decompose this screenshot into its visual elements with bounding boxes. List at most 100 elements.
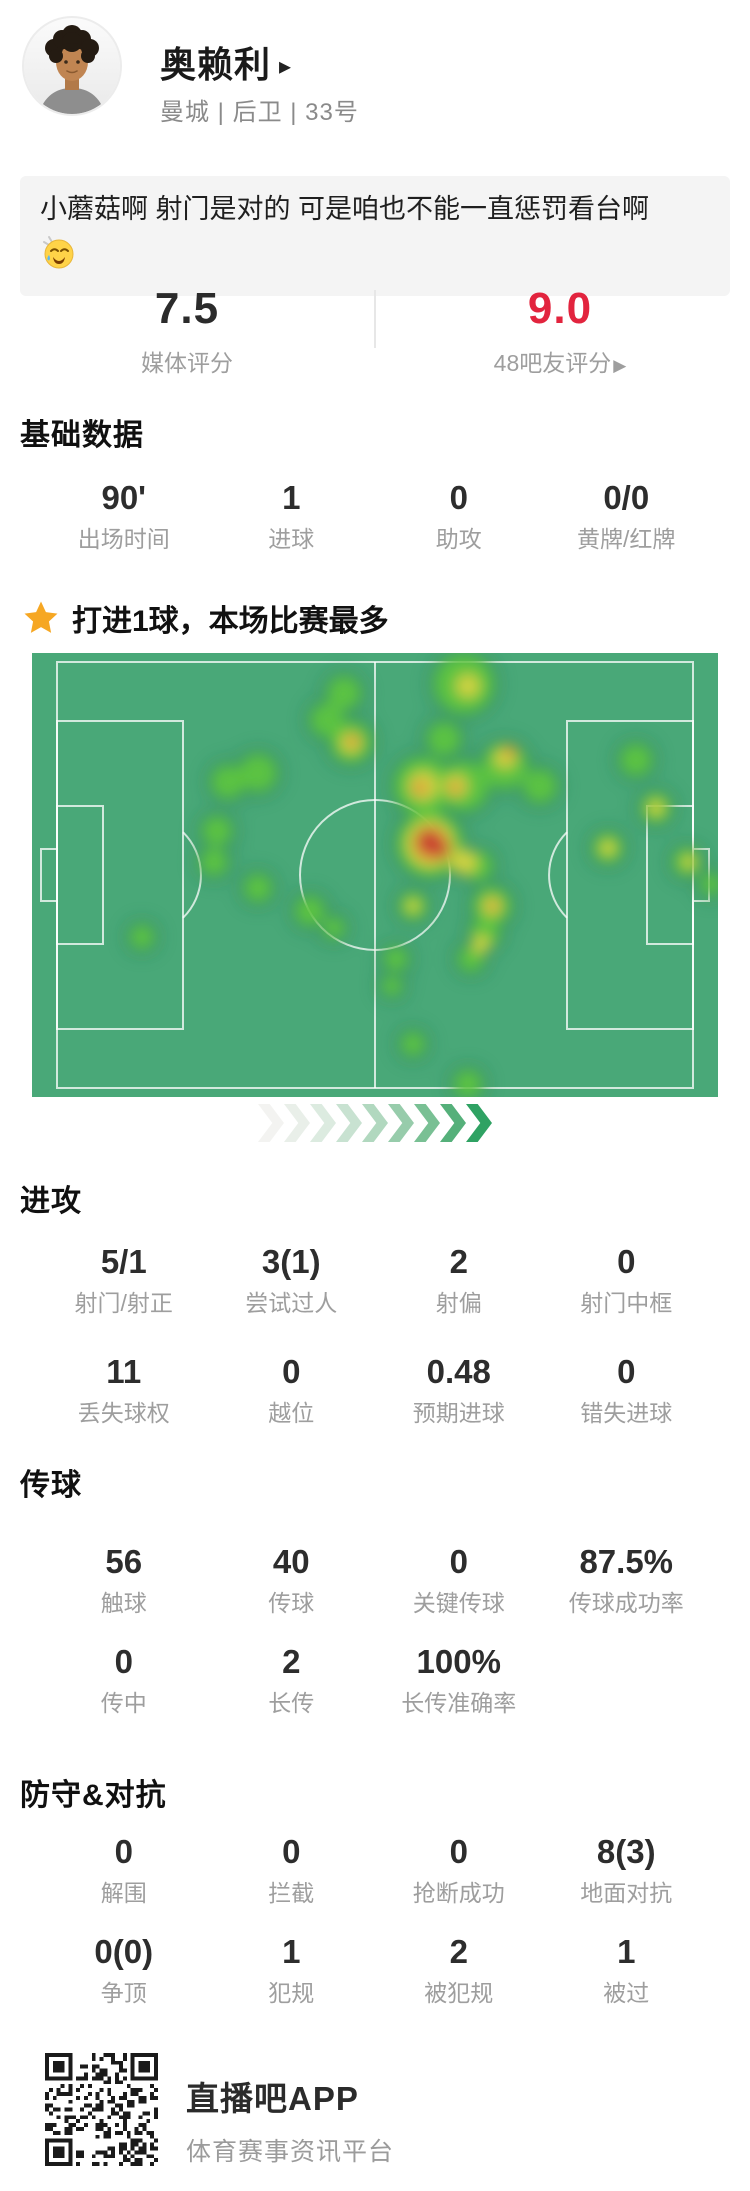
stat-value: 1 — [282, 1933, 301, 1970]
stat-label: 尝试过人 — [245, 1290, 338, 1316]
heatmap-blob — [456, 674, 480, 698]
stat-long-ball-accuracy: 100% 长传准确率 — [375, 1642, 543, 1717]
stat-label: 进球 — [268, 526, 315, 552]
stat-label: 地面对抗 — [580, 1880, 673, 1906]
heatmap-blob — [130, 925, 154, 949]
stat-label: 助攻 — [435, 526, 482, 552]
stat-label: 黄牌/红牌 — [577, 526, 676, 552]
stat-fouled: 2 被犯规 — [375, 1932, 543, 2007]
stat-label: 传球成功率 — [568, 1590, 684, 1616]
heatmap-blob — [382, 976, 402, 996]
section-title-defense: 防守&对抗 — [20, 1779, 167, 1812]
app-tagline: 体育赛事资讯平台 — [186, 2138, 395, 2166]
heatmap-blob — [323, 917, 345, 939]
basic-stats-row: 90' 出场时间 1 进球 0 助攻 0/0 黄牌/红牌 — [40, 478, 710, 553]
stat-value: 0 — [282, 1353, 301, 1390]
media-rating-label: 媒体评分 — [141, 350, 233, 376]
stat-dribbled-past: 1 被过 — [543, 1932, 711, 2007]
stat-value: 0 — [449, 479, 468, 516]
stat-fouls: 1 犯规 — [208, 1932, 376, 2007]
player-name-row[interactable]: 奥赖利 ▸ — [160, 36, 292, 88]
stat-crosses: 0 传中 — [40, 1642, 208, 1717]
section-title-attack: 进攻 — [20, 1185, 82, 1218]
stat-pass-accuracy: 87.5% 传球成功率 — [543, 1542, 711, 1617]
stat-value: 8(3) — [596, 1833, 656, 1870]
stat-label: 传中 — [100, 1690, 147, 1716]
stat-value: 2 — [449, 1933, 468, 1970]
stat-label: 预期进球 — [412, 1400, 505, 1426]
fans-rating[interactable]: 9.0 48吧友评分 ▶ — [400, 284, 720, 378]
highlight-text: 打进1球，本场比赛最多 — [72, 605, 389, 638]
heatmap-blob — [458, 946, 484, 972]
stat-shots-off: 2 射偏 — [375, 1242, 543, 1317]
stat-label: 出场时间 — [77, 526, 170, 552]
media-rating-value: 7.5 — [154, 284, 220, 333]
stat-woodwork: 0 射门中框 — [543, 1242, 711, 1317]
stat-value: 56 — [105, 1543, 143, 1580]
stat-assists: 0 助攻 — [375, 478, 543, 553]
fans-rating-label: 48吧友评分 — [493, 350, 612, 376]
passing-stats-row-2: 0 传中 2 长传 100% 长传准确率 — [40, 1642, 710, 1717]
comment-card: 小蘑菇啊 射门是对的 可是咱也不能一直惩罚看台啊 — [20, 176, 730, 296]
stat-value: 2 — [282, 1643, 301, 1680]
laugh-cry-emoji — [40, 234, 710, 282]
fans-rating-value: 9.0 — [527, 284, 593, 333]
stat-label: 被过 — [603, 1980, 650, 2006]
defense-stats-row-2: 0(0) 争顶 1 犯规 2 被犯规 1 被过 — [40, 1932, 710, 2007]
stat-shots: 5/1 射门/射正 — [40, 1242, 208, 1317]
heatmap-blob — [600, 840, 616, 856]
heatmap-blob — [295, 896, 325, 926]
fans-rating-arrow-icon[interactable]: ▶ — [613, 356, 627, 375]
star-icon — [24, 601, 58, 633]
stat-label: 错失进球 — [580, 1400, 673, 1426]
player-avatar[interactable] — [22, 16, 122, 116]
stat-label: 拦截 — [268, 1880, 315, 1906]
stat-label: 长传准确率 — [401, 1690, 517, 1716]
player-name: 奥赖利 — [160, 44, 272, 85]
chevron-icon — [258, 1104, 284, 1142]
stat-label: 关键传球 — [412, 1590, 505, 1616]
stat-label: 传球 — [268, 1590, 315, 1616]
heatmap-blob — [244, 874, 272, 902]
heatmap-blob — [430, 839, 450, 859]
name-arrow-icon[interactable]: ▸ — [279, 53, 293, 80]
stat-value: 40 — [272, 1543, 310, 1580]
heatmap-blob — [523, 769, 557, 803]
attack-stats-row-2: 11 丢失球权 0 越位 0.48 预期进球 0 错失进球 — [40, 1352, 710, 1427]
player-team-position: 曼城 | 后卫 | 33号 — [160, 99, 359, 126]
stat-minutes: 90' 出场时间 — [40, 478, 208, 553]
chevron-icon — [310, 1104, 336, 1142]
stat-tackles-won: 0 抢断成功 — [375, 1832, 543, 1907]
heatmap-blob — [451, 849, 477, 875]
stat-long-balls: 2 长传 — [208, 1642, 376, 1717]
stat-label: 射门中框 — [580, 1290, 673, 1316]
highlight-row: 打进1球，本场比赛最多 — [22, 596, 389, 640]
stat-possession-lost: 11 丢失球权 — [40, 1352, 208, 1427]
stat-interceptions: 0 拦截 — [208, 1832, 376, 1907]
stat-label: 触球 — [100, 1590, 147, 1616]
stat-value: 0 — [617, 1243, 636, 1280]
app-name: 直播吧APP — [186, 2080, 359, 2117]
stat-value: 90' — [101, 479, 147, 516]
chevron-icon — [440, 1104, 466, 1142]
section-title-basic: 基础数据 — [20, 419, 144, 452]
heatmap-blob — [239, 754, 277, 792]
media-rating: 7.5 媒体评分 — [27, 284, 347, 378]
stat-label: 被犯规 — [424, 1980, 494, 2006]
stat-value: 2 — [449, 1243, 468, 1280]
heatmap-blob — [427, 722, 461, 756]
heatmap-blob — [700, 873, 718, 895]
stat-value: 0 — [114, 1643, 133, 1680]
comment-text: 小蘑菇啊 射门是对的 可是咱也不能一直惩罚看台啊 — [40, 194, 650, 224]
stat-value: 0(0) — [94, 1933, 154, 1970]
heatmap-blob — [504, 746, 516, 758]
heatmap-blob — [347, 735, 359, 747]
section-title-passing: 传球 — [20, 1469, 82, 1502]
stat-key-passes: 0 关键传球 — [375, 1542, 543, 1617]
stat-value: 0.48 — [426, 1353, 491, 1390]
heatmap-blob — [211, 765, 245, 799]
heatmap-blob — [327, 676, 361, 710]
stat-cards: 0/0 黄牌/红牌 — [543, 478, 711, 553]
stat-value: 11 — [106, 1353, 142, 1390]
